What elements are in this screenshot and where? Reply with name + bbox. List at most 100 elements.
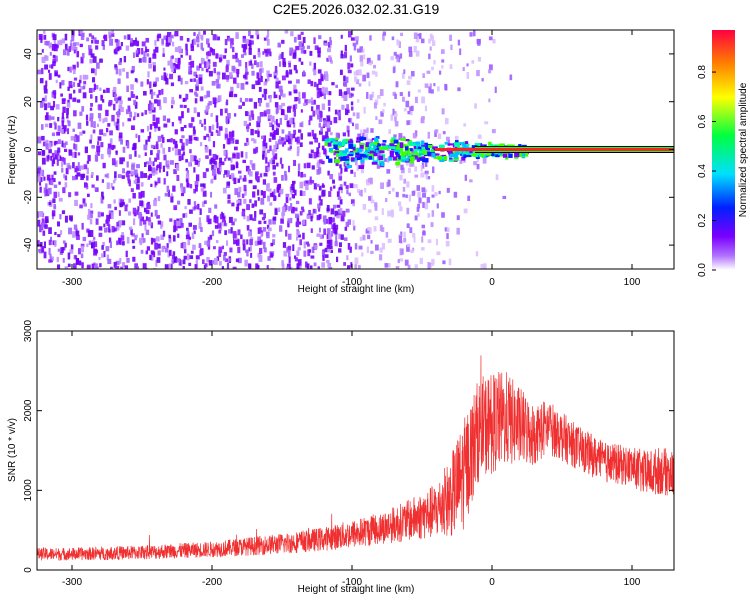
spectrogram-noise-cell — [360, 129, 363, 136]
spectrogram-noise-cell — [289, 47, 294, 54]
spectrogram-noise-cell — [218, 57, 222, 63]
spectrogram-noise-cell — [294, 189, 297, 196]
spectrogram-carrier-cell — [514, 152, 520, 158]
spectrogram-noise-cell — [238, 59, 242, 67]
spectrogram-noise-cell — [183, 104, 187, 109]
spectrogram-noise-cell — [399, 53, 403, 59]
spectrogram-noise-cell — [300, 133, 304, 140]
spectrogram-noise-cell — [290, 31, 294, 37]
spectrogram-noise-cell — [417, 191, 421, 198]
spectrogram-noise-cell — [140, 190, 145, 198]
spectrogram-noise-cell — [119, 258, 122, 264]
spectrogram-noise-cell — [358, 191, 363, 196]
spectrogram-noise-cell — [78, 88, 82, 93]
spectrogram-noise-cell — [321, 262, 326, 268]
spectrogram-noise-cell — [68, 227, 72, 235]
spectrogram-noise-cell — [93, 121, 96, 128]
spectrogram-noise-cell — [100, 153, 104, 160]
spectrogram-noise-cell — [202, 190, 207, 197]
spectrogram-noise-cell — [230, 173, 235, 180]
spectrogram-noise-cell — [245, 71, 249, 75]
spectrogram-noise-cell — [376, 152, 381, 159]
spectrogram-noise-cell — [215, 78, 220, 84]
spectrogram-noise-cell — [358, 245, 363, 250]
spectrogram-noise-cell — [422, 73, 425, 79]
spectrogram-noise-cell — [94, 187, 97, 191]
spectrogram-carrier-cell — [373, 144, 377, 150]
spectrogram-noise-cell — [163, 97, 167, 104]
spectrogram-noise-cell — [72, 231, 76, 238]
spectrogram-noise-cell — [241, 208, 246, 212]
spectrogram-noise-cell — [132, 256, 136, 262]
spectrogram-carrier-cell — [400, 138, 406, 141]
spectrogram-noise-cell — [226, 59, 230, 66]
spectrogram-noise-cell — [152, 61, 156, 66]
spectrogram-noise-cell — [84, 146, 89, 154]
spectrogram-noise-cell — [260, 135, 265, 140]
spectrogram-noise-cell — [421, 247, 425, 251]
spectrogram-carrier-cell — [357, 147, 363, 153]
spectrogram-noise-cell — [236, 239, 240, 246]
spectrogram-noise-cell — [208, 149, 212, 156]
spectrogram-noise-cell — [122, 122, 125, 127]
spectrogram-noise-cell — [135, 234, 138, 238]
spectrogram-noise-cell — [121, 220, 126, 226]
spectrogram-noise-cell — [289, 217, 293, 224]
spectrogram-noise-cell — [220, 221, 223, 226]
spectrogram-noise-cell — [195, 174, 200, 182]
spectrogram-carrier-cell — [372, 160, 378, 164]
spectrogram-noise-cell — [281, 175, 284, 181]
spectrogram-noise-cell — [182, 213, 185, 218]
spectrogram-noise-cell — [67, 66, 70, 72]
spectrogram-noise-cell — [431, 194, 435, 198]
spectrogram-noise-cell — [193, 201, 197, 206]
spectrogram-noise-cell — [444, 117, 449, 125]
spectrogram-noise-cell — [353, 184, 358, 189]
spectrogram-noise-cell — [255, 172, 258, 180]
spectrogram-noise-cell — [270, 242, 274, 247]
spectrogram-noise-cell — [233, 93, 238, 98]
spectrogram-noise-cell — [89, 218, 93, 225]
spectrogram-noise-cell — [65, 267, 68, 269]
spectrogram-noise-cell — [237, 257, 242, 264]
spectrogram-noise-cell — [95, 96, 98, 103]
spectrogram-noise-cell — [89, 212, 93, 219]
spectrogram-noise-cell — [87, 208, 91, 216]
spectrogram-noise-cell — [195, 255, 200, 260]
spectrogram-noise-cell — [407, 264, 411, 269]
spectrogram-noise-cell — [331, 230, 334, 237]
spectrogram-noise-cell — [200, 86, 204, 91]
spectrogram-noise-cell — [269, 96, 272, 103]
spectrogram-noise-cell — [414, 166, 418, 172]
spectrogram-noise-cell — [326, 239, 331, 244]
spectrogram-noise-cell — [186, 170, 189, 177]
spectrogram-noise-cell — [77, 122, 82, 129]
spectrogram-noise-cell — [388, 263, 391, 268]
spectrogram-noise-cell — [424, 202, 429, 210]
spectrogram-noise-cell — [189, 184, 193, 189]
spectrogram-noise-cell — [302, 209, 305, 213]
spectrogram-noise-cell — [57, 234, 61, 238]
spectrogram-noise-cell — [51, 210, 56, 217]
spectrogram-noise-cell — [189, 255, 194, 260]
spectrogram-noise-cell — [157, 33, 162, 39]
spectrogram-noise-cell — [273, 91, 276, 99]
spectrogram-noise-cell — [219, 166, 222, 173]
spectrogram-carrier-cell — [466, 152, 472, 158]
spectrogram-noise-cell — [289, 266, 293, 269]
spectrogram-noise-cell — [55, 104, 60, 110]
spectrogram-noise-cell — [248, 122, 251, 126]
spectrogram-noise-cell — [195, 79, 199, 87]
spectrogram-noise-cell — [291, 194, 296, 199]
spectrogram-noise-cell — [350, 37, 355, 41]
spectrogram-noise-cell — [152, 161, 155, 167]
spectrogram-noise-cell — [154, 209, 158, 217]
spectrogram-noise-cell — [366, 179, 370, 186]
spectrogram-noise-cell — [276, 184, 281, 191]
spectrogram-carrier-cell — [378, 155, 384, 161]
spectrogram-noise-cell — [215, 53, 219, 59]
spectrogram-noise-cell — [242, 244, 246, 251]
spectrogram-noise-cell — [39, 180, 42, 186]
spectrogram-noise-cell — [269, 202, 273, 206]
spectrogram-noise-cell — [72, 97, 77, 102]
